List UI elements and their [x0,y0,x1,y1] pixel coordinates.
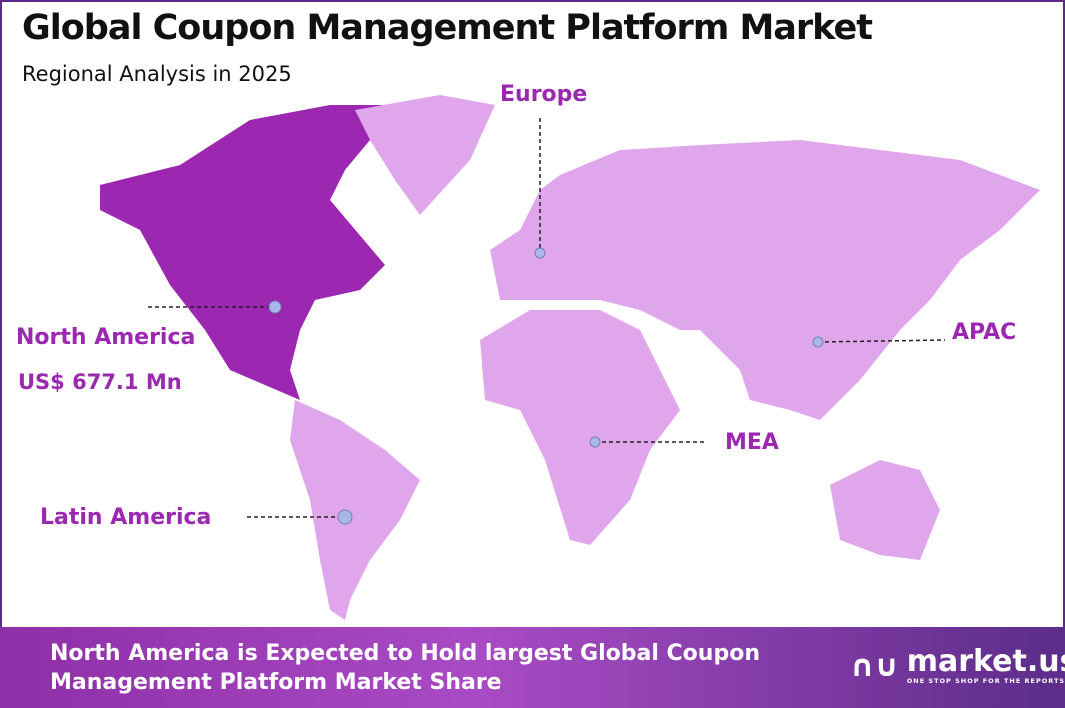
footer-banner: North America is Expected to Hold larges… [0,627,1065,708]
page-subtitle: Regional Analysis in 2025 [22,62,292,86]
label-europe: Europe [500,82,588,107]
label-mea: MEA [725,430,779,455]
logo-name: market.us [906,644,1065,679]
region-latin-america [290,400,420,620]
pin-mea [589,436,601,448]
leader-apac [817,339,946,343]
pin-north-america [268,300,282,314]
page-title: Global Coupon Management Platform Market [22,8,873,48]
logo-mark-icon: ∩∪ [850,648,899,684]
value-north-america: US$ 677.1 Mn [18,370,182,394]
logo-tagline: ONE STOP SHOP FOR THE REPORTS [906,677,1065,685]
pin-europe [534,247,546,259]
region-north-america [100,105,385,400]
region-greenland [355,95,495,215]
pin-latin-america [337,509,353,525]
banner-text: North America is Expected to Hold larges… [50,641,760,695]
region-africa [480,310,680,545]
label-north-america: North America [16,325,196,350]
label-apac: APAC [952,320,1017,345]
world-map [100,95,1040,620]
label-latin-america: Latin America [40,505,212,530]
region-eurasia [490,140,1040,420]
logo: ∩∪ market.us ONE STOP SHOP FOR THE REPOR… [850,644,1065,686]
pin-apac [812,336,824,348]
region-australia [830,460,940,560]
